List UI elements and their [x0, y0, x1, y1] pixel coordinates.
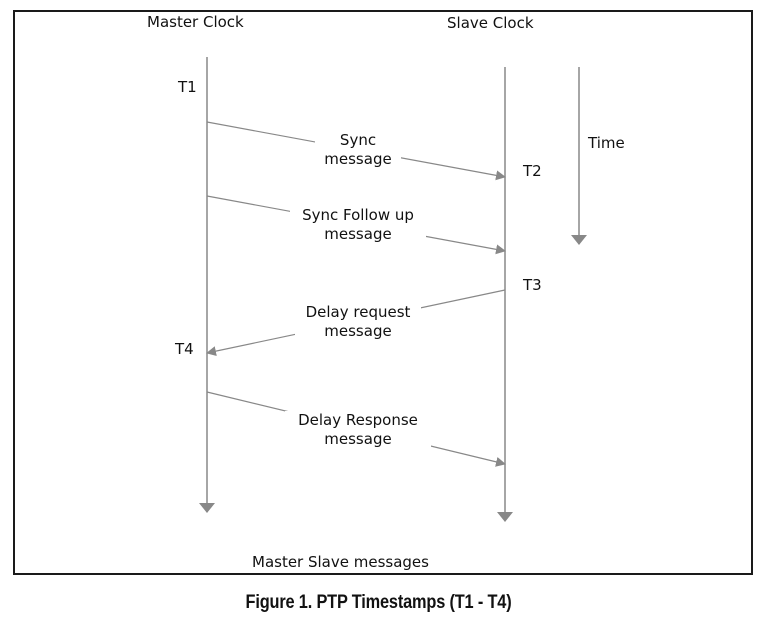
delay-request-label: Delay request message: [295, 303, 421, 341]
sync-message-label: Sync message: [315, 131, 401, 169]
message-line-1: Delay Response: [298, 411, 418, 429]
message-line-2: message: [324, 150, 392, 168]
figure-caption: Figure 1. PTP Timestamps (T1 - T4): [245, 592, 512, 613]
timestamp-t4: T4: [175, 340, 194, 358]
master-clock-label: Master Clock: [147, 13, 244, 31]
message-line-2: message: [324, 430, 392, 448]
slave-clock-label: Slave Clock: [447, 14, 534, 32]
time-label: Time: [588, 134, 625, 152]
message-line-1: Sync Follow up: [302, 206, 414, 224]
timestamp-t3: T3: [523, 276, 542, 294]
sync-follow-up-label: Sync Follow up message: [290, 206, 426, 244]
diagram-frame: [13, 10, 753, 575]
diagram-footer: Master Slave messages: [252, 553, 429, 571]
message-line-1: Sync: [339, 131, 377, 149]
timestamp-t1: T1: [178, 78, 197, 96]
message-line-2: message: [324, 225, 392, 243]
message-line-1: Delay request: [305, 303, 411, 321]
message-line-2: message: [324, 322, 392, 340]
delay-response-label: Delay Response message: [285, 411, 431, 449]
timestamp-t2: T2: [523, 162, 542, 180]
